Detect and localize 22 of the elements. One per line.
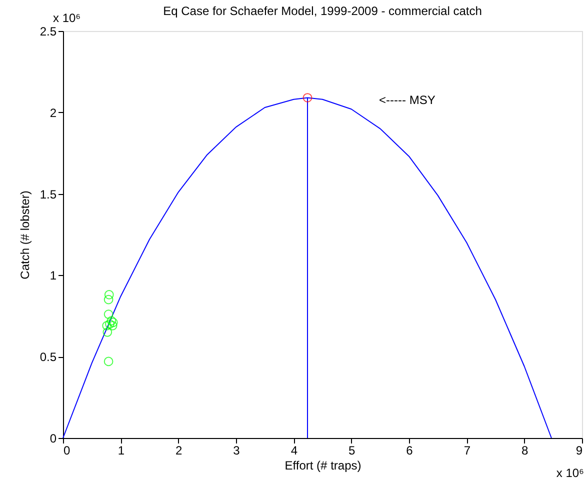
x-tick-label: 6 <box>406 444 414 458</box>
x-tick-label: 8 <box>521 444 528 458</box>
annotation: <----- MSY <box>379 93 436 107</box>
x-tick-label: 9 <box>576 444 583 458</box>
y-tick-label: 0 <box>50 432 57 446</box>
y-tick-label: 1.5 <box>40 187 57 202</box>
y-tick-label: 1 <box>50 268 57 283</box>
x-tick-label: 4 <box>290 444 298 458</box>
chart-title: Eq Case for Schaefer Model, 1999-2009 - commercial catch <box>163 4 482 18</box>
x-tick-label: 2 <box>175 444 182 458</box>
x-axis-title: Effort (# traps) <box>284 458 362 472</box>
y-tick-label: 0.5 <box>40 350 57 364</box>
text: x 10⁶ <box>556 466 584 480</box>
x-tick-label: 5 <box>348 444 356 458</box>
x-tick-label: 0 <box>64 444 70 458</box>
text: x 10⁶ <box>53 11 81 25</box>
y-axis-title: Catch (# lobster) <box>18 190 32 280</box>
y-tick-label: 2.5 <box>40 24 57 38</box>
y-tick-label: 2 <box>50 106 57 120</box>
x-tick-label: 7 <box>464 444 471 458</box>
x-tick-label: 1 <box>118 444 125 458</box>
x-tick-label: 3 <box>233 444 240 458</box>
